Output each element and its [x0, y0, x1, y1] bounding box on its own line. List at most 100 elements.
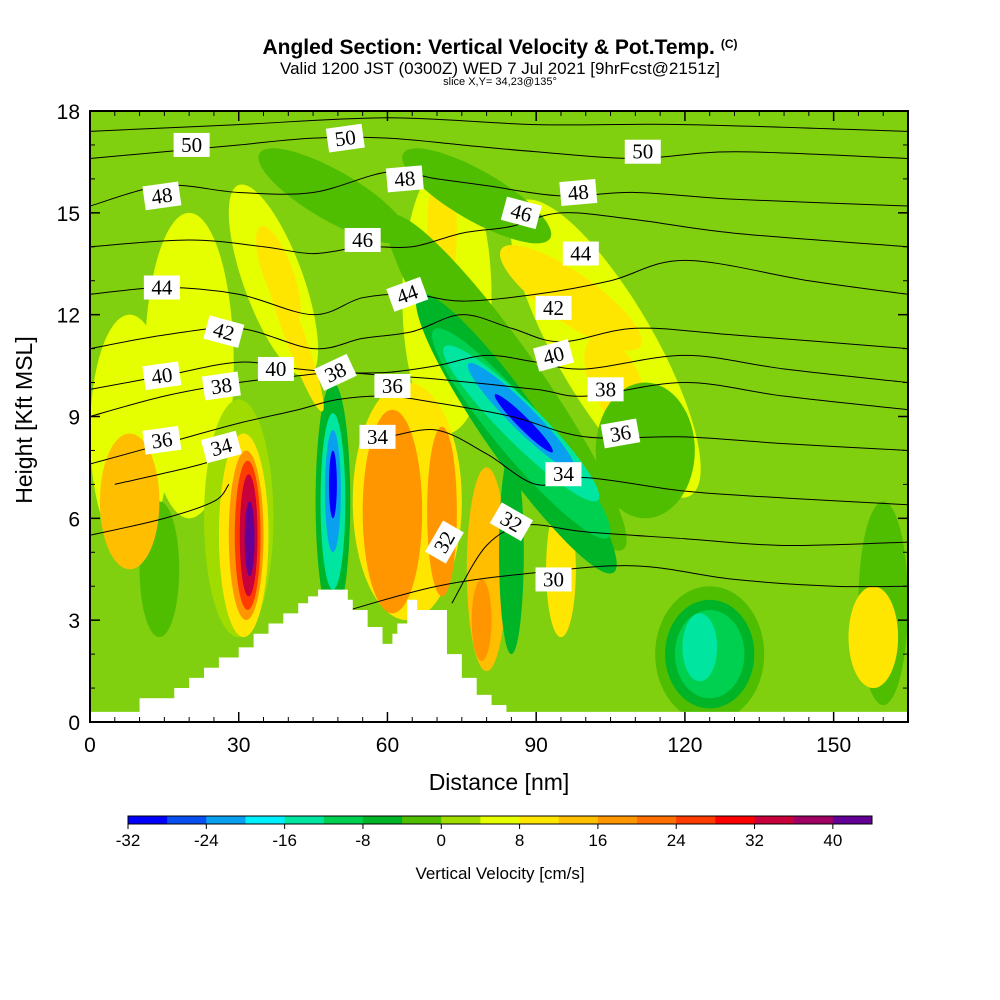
- colorbar-frame: [127, 815, 873, 825]
- theta-contour-44-9: [90, 259, 908, 316]
- contour-label-box: [489, 502, 533, 542]
- contour-label-1: 48: [142, 181, 182, 211]
- contour-label-box: [314, 353, 357, 391]
- colorbar-swatch-16: [754, 816, 795, 824]
- contour-label-box: [203, 315, 245, 348]
- colorbar-label-40: 40: [823, 831, 842, 850]
- y-tick-label-12: 12: [57, 305, 80, 328]
- chart-title: Angled Section: Vertical Velocity & Pot.…: [0, 36, 1000, 60]
- contour-label-12: 50: [325, 123, 365, 153]
- contour-label-box: [200, 430, 242, 464]
- x-tick-label-120: 120: [667, 734, 702, 757]
- contour-label-8: 40: [257, 356, 294, 381]
- contour-label-box: [142, 361, 182, 391]
- contour-label-19: 44: [562, 241, 599, 266]
- contour-label-box: [142, 425, 182, 455]
- contour-label-text: 34: [367, 425, 389, 449]
- theta-contour-50-12: [90, 136, 908, 160]
- colorbar-swatch-8: [441, 816, 481, 824]
- velocity-field: [90, 111, 908, 722]
- contour-label-text: 38: [209, 373, 233, 400]
- contour-label-11: 34: [359, 424, 396, 449]
- slice-info-line: slice X,Y= 34,23@135°: [443, 76, 557, 88]
- colorbar-swatch-3: [245, 816, 286, 824]
- contour-label-23: 36: [600, 418, 641, 449]
- contour-label-text: 30: [543, 567, 564, 591]
- y-tick-label-15: 15: [57, 203, 80, 226]
- contour-label-text: 44: [151, 276, 173, 300]
- contour-label-18: 50: [624, 139, 661, 164]
- theta-contour-51-13: [90, 117, 908, 132]
- contour-label-box: [535, 567, 572, 592]
- copyright-mark: (C): [720, 37, 738, 51]
- contour-label-14: 46: [344, 227, 381, 252]
- colorbar-swatch-11: [558, 816, 599, 824]
- contour-label-box: [344, 227, 381, 252]
- contour-label-box: [257, 356, 294, 381]
- contour-label-box: [500, 196, 542, 230]
- contour-label-text: 40: [150, 362, 174, 389]
- theta-contour-33-2: [90, 484, 230, 536]
- colorbar-swatch-12: [597, 816, 638, 824]
- colorbar-swatch-17: [793, 816, 834, 824]
- colorbar-label--16: -16: [272, 831, 297, 850]
- colorbar: -32 -24 -16 -8 0 8 16 24 32 40: [116, 815, 873, 850]
- contour-label-16: 46: [500, 196, 542, 230]
- colorbar-swatch-1: [167, 816, 207, 824]
- x-tick-label-150: 150: [816, 734, 851, 757]
- velocity-cell-10: [258, 148, 408, 244]
- valid-time-line: Valid 1200 JST (0300Z) WED 7 Jul 2021 [9…: [280, 59, 720, 78]
- y-tick-label-0: 0: [68, 712, 80, 735]
- colorbar-swatch-2: [206, 816, 246, 824]
- contour-label-10: 36: [374, 373, 411, 398]
- contour-label-text: 36: [382, 374, 403, 398]
- contour-label-5: 38: [201, 371, 241, 401]
- chart-title-text: Angled Section: Vertical Velocity & Pot.…: [262, 36, 715, 59]
- contour-label-box: [143, 275, 180, 300]
- theta-contour-30-0: [337, 565, 908, 614]
- contour-label-27: 30: [535, 567, 572, 592]
- contour-label-3: 42: [203, 315, 245, 348]
- x-tick-label-0: 0: [84, 734, 96, 757]
- contour-label-box: [559, 178, 598, 206]
- contour-label-text: 36: [150, 427, 174, 454]
- colorbar-swatch-14: [676, 816, 716, 824]
- contour-label-text: 46: [352, 228, 373, 252]
- theta-contour-46-10: [90, 212, 908, 255]
- contour-label-box: [562, 241, 599, 266]
- colorbar-title: Vertical Velocity [cm/s]: [415, 864, 585, 883]
- contour-label-box: [201, 371, 241, 401]
- contour-label-box: [142, 181, 182, 211]
- contour-label-text: 50: [333, 125, 357, 152]
- contour-label-0: 50: [173, 132, 210, 157]
- terrain-surface: [90, 589, 908, 722]
- contour-label-20: 42: [535, 295, 572, 320]
- x-axis-title: Distance [nm]: [429, 769, 570, 795]
- contour-label-text: 48: [567, 180, 590, 206]
- theta-contour-32-1: [451, 524, 908, 604]
- theta-contour-36-5: [90, 395, 908, 465]
- contour-label-box: [535, 295, 572, 320]
- colorbar-swatch-6: [362, 816, 403, 824]
- colorbar-label-24: 24: [667, 831, 686, 850]
- colorbar-label--32: -32: [116, 831, 141, 850]
- colorbar-swatch-5: [323, 816, 364, 824]
- colorbar-swatch-13: [637, 816, 677, 824]
- velocity-cell-17: [682, 613, 718, 682]
- colorbar-label-16: 16: [588, 831, 607, 850]
- velocity-cell-36: [427, 426, 457, 597]
- contour-label-text: 36: [608, 420, 633, 447]
- contour-label-2: 44: [143, 275, 180, 300]
- contour-label-7: 34: [200, 430, 242, 464]
- colorbar-swatch-9: [480, 816, 521, 824]
- contour-label-box: [386, 276, 429, 312]
- contour-label-box: [425, 520, 464, 564]
- velocity-cell-19: [848, 586, 899, 689]
- colorbar-label-0: 0: [437, 831, 446, 850]
- contour-label-box: [600, 418, 641, 449]
- contour-label-text: 40: [265, 357, 286, 381]
- velocity-cell-29: [244, 501, 255, 577]
- colorbar-label--24: -24: [194, 831, 219, 850]
- terrain: [90, 589, 908, 722]
